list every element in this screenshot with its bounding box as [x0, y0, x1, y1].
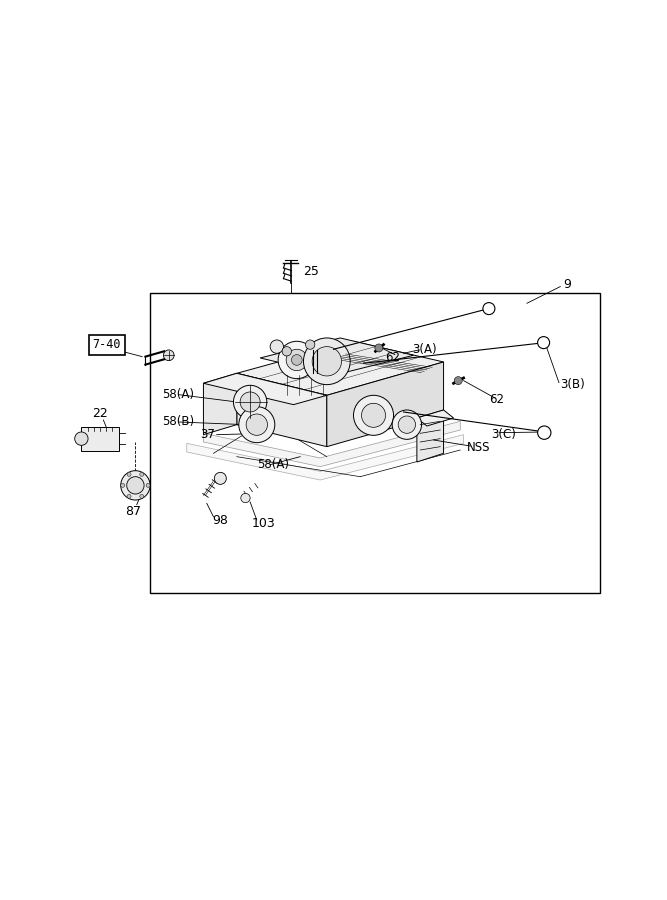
Polygon shape: [417, 410, 444, 462]
Circle shape: [538, 426, 551, 439]
Circle shape: [483, 302, 495, 315]
Text: 3(A): 3(A): [412, 344, 437, 356]
Circle shape: [140, 472, 144, 476]
Text: 87: 87: [125, 505, 141, 518]
Text: 98: 98: [212, 514, 228, 526]
Circle shape: [241, 493, 250, 503]
Circle shape: [354, 395, 394, 436]
Circle shape: [233, 385, 267, 418]
Polygon shape: [187, 435, 464, 480]
Circle shape: [127, 494, 131, 499]
Polygon shape: [203, 374, 327, 405]
Text: 37: 37: [200, 428, 215, 441]
Bar: [81, 427, 119, 451]
Circle shape: [375, 344, 383, 352]
Text: 103: 103: [252, 517, 276, 530]
Circle shape: [121, 471, 150, 500]
Polygon shape: [237, 341, 444, 395]
Text: 62: 62: [386, 352, 400, 365]
Circle shape: [127, 472, 131, 476]
Circle shape: [454, 376, 462, 384]
Circle shape: [163, 350, 174, 361]
Circle shape: [282, 346, 291, 356]
Circle shape: [303, 338, 350, 384]
Circle shape: [246, 414, 267, 436]
Polygon shape: [203, 374, 237, 435]
Circle shape: [538, 337, 550, 348]
Circle shape: [362, 403, 386, 427]
Circle shape: [239, 407, 275, 443]
Circle shape: [240, 392, 260, 412]
Circle shape: [312, 346, 342, 376]
Text: 58(A): 58(A): [257, 458, 289, 472]
Circle shape: [146, 483, 150, 488]
Circle shape: [127, 477, 144, 494]
Text: 3(C): 3(C): [492, 428, 516, 441]
Circle shape: [214, 472, 226, 484]
Text: 7-40: 7-40: [93, 338, 121, 351]
Circle shape: [75, 432, 88, 446]
Circle shape: [305, 340, 315, 349]
Polygon shape: [327, 362, 444, 446]
Text: 25: 25: [303, 265, 319, 278]
Circle shape: [392, 410, 422, 439]
Polygon shape: [203, 421, 460, 467]
Polygon shape: [237, 374, 327, 446]
Text: 22: 22: [92, 407, 108, 419]
Text: 58(B): 58(B): [162, 416, 194, 428]
Text: NSS: NSS: [467, 442, 490, 454]
Bar: [150, 293, 600, 593]
Circle shape: [278, 341, 315, 379]
Circle shape: [140, 494, 144, 499]
Polygon shape: [417, 410, 454, 426]
Text: 58(A): 58(A): [162, 388, 194, 401]
Polygon shape: [260, 338, 414, 375]
Circle shape: [121, 483, 125, 488]
Circle shape: [270, 340, 283, 354]
Text: 62: 62: [489, 393, 504, 407]
Text: 9: 9: [564, 278, 572, 291]
Circle shape: [286, 349, 307, 371]
Circle shape: [398, 416, 416, 433]
Text: 3(B): 3(B): [560, 378, 585, 392]
Circle shape: [291, 355, 302, 365]
